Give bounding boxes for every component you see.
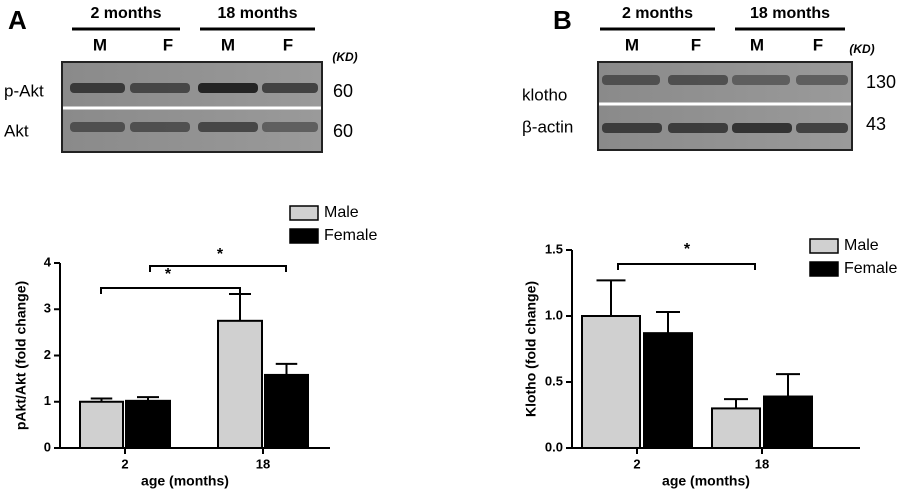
significance-star: * — [165, 266, 172, 283]
blot-band — [262, 83, 318, 93]
bar — [217, 319, 263, 449]
blot-band — [198, 83, 258, 93]
y-tick-label: 0.0 — [545, 439, 563, 454]
panel-letter: B — [553, 5, 572, 35]
blot-band — [602, 123, 662, 133]
x-tick-label: 18 — [256, 456, 270, 471]
blot-band — [796, 75, 848, 85]
significance-star: * — [684, 241, 691, 258]
x-axis-label: age (months) — [141, 473, 229, 489]
lane-label: M — [750, 35, 764, 54]
kd-unit: (KD) — [332, 50, 357, 64]
row-size: 60 — [333, 121, 353, 141]
row-label: β-actin — [522, 117, 573, 136]
lane-label: M — [221, 35, 235, 54]
y-tick-label: 0 — [44, 439, 51, 454]
legend-swatch — [809, 238, 839, 254]
blot-band — [732, 123, 792, 133]
lane-label: M — [625, 35, 639, 54]
bar — [264, 373, 309, 449]
y-tick-label: 1.5 — [545, 241, 563, 256]
lane-label: M — [93, 35, 107, 54]
kd-unit: (KD) — [849, 42, 874, 56]
lane-label: F — [691, 35, 701, 54]
group-label: 2 months — [90, 5, 161, 22]
lane-label: F — [283, 35, 293, 54]
y-tick-label: 3 — [44, 301, 51, 316]
row-size: 130 — [866, 72, 896, 92]
y-tick-label: 2 — [44, 347, 51, 362]
legend-label: Female — [324, 227, 377, 244]
group-label: 2 months — [622, 5, 693, 22]
row-label: Akt — [4, 121, 29, 140]
bar — [763, 395, 813, 449]
legend-label: Male — [844, 237, 879, 254]
row-label: klotho — [522, 85, 567, 104]
lane-label: F — [163, 35, 173, 54]
blot-band — [732, 75, 790, 85]
y-tick-label: 1 — [44, 393, 51, 408]
bar — [125, 399, 171, 450]
group-label: 18 months — [750, 5, 830, 22]
bar — [79, 400, 124, 449]
row-size: 43 — [866, 114, 886, 134]
significance-bracket — [149, 265, 287, 272]
x-tick-label: 2 — [633, 456, 640, 471]
blot-band — [130, 83, 190, 93]
blot-band — [668, 123, 728, 133]
panel-letter: A — [8, 5, 27, 35]
legend-swatch — [809, 261, 839, 277]
blot-band — [262, 122, 318, 132]
blot-band — [70, 83, 125, 93]
legend-swatch — [289, 205, 319, 221]
legend-label: Male — [324, 204, 359, 221]
x-tick-label: 2 — [121, 456, 128, 471]
y-axis-label: Klotho (fold change) — [523, 281, 539, 417]
blot-band — [668, 75, 728, 85]
significance-star: * — [217, 246, 224, 263]
y-axis-label: pAkt/Akt (fold change) — [13, 281, 29, 430]
bar — [711, 407, 761, 449]
significance-bracket — [100, 287, 241, 294]
y-tick-label: 4 — [44, 254, 52, 269]
blot-band — [70, 122, 125, 132]
legend-swatch — [289, 228, 319, 244]
bar — [643, 332, 693, 449]
blot-band — [796, 123, 848, 133]
row-label: p-Akt — [4, 81, 44, 100]
y-tick-label: 1.0 — [545, 307, 563, 322]
bar — [581, 315, 641, 449]
x-axis-label: age (months) — [662, 473, 750, 489]
row-size: 60 — [333, 81, 353, 101]
blot-band — [130, 122, 190, 132]
blot-band — [602, 75, 660, 85]
blot-band — [198, 122, 258, 132]
legend-label: Female — [844, 260, 897, 277]
group-label: 18 months — [217, 5, 297, 22]
x-tick-label: 18 — [755, 456, 769, 471]
significance-bracket — [617, 263, 756, 270]
y-tick-label: 0.5 — [545, 373, 563, 388]
lane-label: F — [813, 35, 823, 54]
